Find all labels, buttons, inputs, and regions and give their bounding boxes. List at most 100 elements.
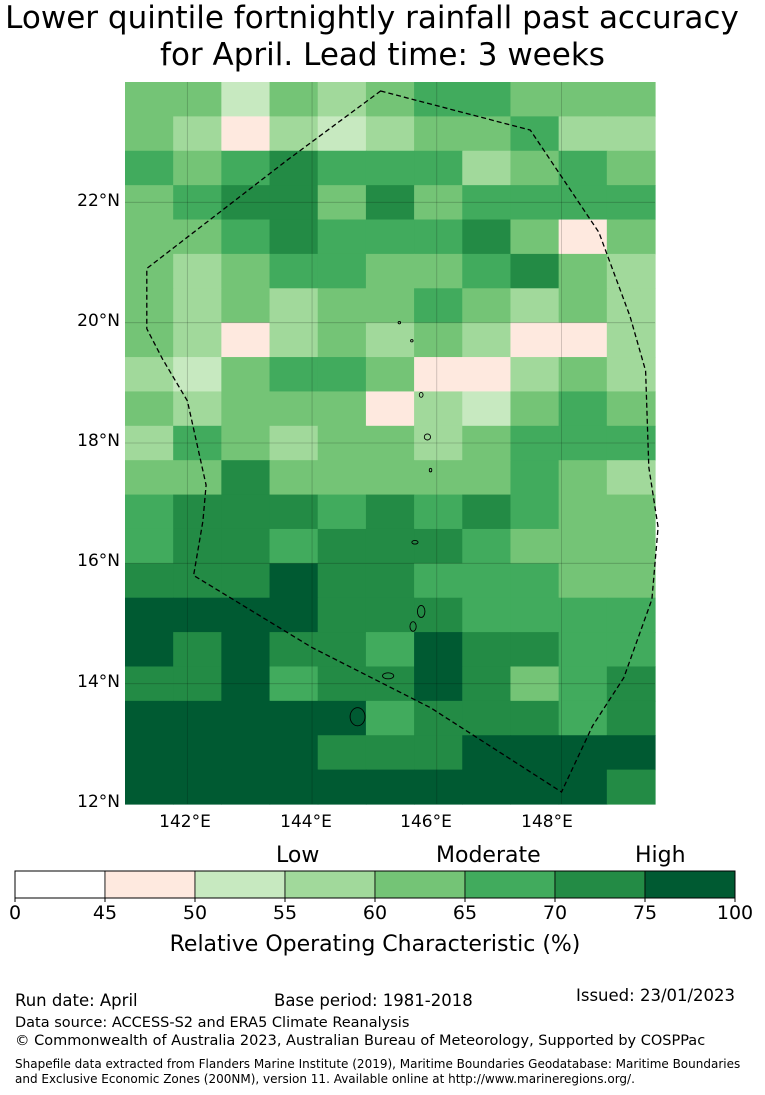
roc-cell [462, 288, 512, 324]
roc-cell [462, 425, 512, 461]
issued-date: Issued: 23/01/2023 [576, 986, 736, 1005]
roc-cell [173, 700, 222, 736]
roc-cell [317, 494, 367, 530]
colorbar-tick-label: 0 [8, 902, 22, 924]
roc-cell [414, 632, 463, 668]
roc-cell [462, 391, 512, 427]
roc-cell [365, 219, 415, 255]
colorbar-tick-label: 50 [182, 902, 208, 924]
roc-cell [365, 735, 415, 771]
lon-tick-label: 142°E [159, 812, 211, 832]
roc-cell [558, 735, 608, 771]
roc-cell [365, 357, 415, 393]
category-moderate: Moderate [436, 843, 541, 868]
roc-cell [221, 597, 271, 633]
roc-cell [414, 219, 463, 255]
roc-cell [221, 632, 271, 668]
roc-cell [221, 735, 271, 771]
roc-cell [510, 597, 560, 633]
lon-tick-label: 144°E [280, 812, 332, 832]
colorbar-segment [644, 870, 736, 899]
roc-cell [173, 219, 222, 255]
copyright: © Commonwealth of Australia 2023, Austra… [15, 1033, 706, 1049]
roc-cell [414, 563, 463, 599]
roc-cell [365, 116, 415, 152]
colorbar-tick-label: 55 [272, 902, 298, 924]
roc-cell [317, 150, 367, 186]
roc-cell [173, 116, 222, 152]
roc-cell [606, 632, 656, 668]
roc-cell [125, 185, 174, 221]
roc-cell [173, 494, 222, 530]
roc-cell [462, 460, 512, 496]
roc-cell [125, 253, 174, 289]
roc-cell [558, 769, 608, 805]
roc-cell [173, 425, 222, 461]
roc-cell [317, 391, 367, 427]
roc-cell [462, 357, 512, 393]
roc-cell [317, 425, 367, 461]
lon-tick-label: 146°E [400, 812, 452, 832]
island-outline [416, 605, 426, 618]
roc-cell [365, 528, 415, 564]
roc-cell [317, 528, 367, 564]
roc-cell [365, 769, 415, 805]
roc-cell [125, 632, 174, 668]
roc-cell [414, 528, 463, 564]
roc-cell [414, 185, 463, 221]
roc-cell [125, 563, 174, 599]
roc-cell [558, 150, 608, 186]
roc-cell [221, 425, 271, 461]
roc-cell [606, 597, 656, 633]
roc-cell [462, 769, 512, 805]
roc-cell [269, 322, 319, 358]
roc-cell [221, 357, 271, 393]
category-high: High [635, 843, 686, 868]
colorbar-segment [554, 870, 646, 899]
roc-cell [317, 219, 367, 255]
lat-tick-label: 20°N [77, 311, 120, 331]
roc-cell [365, 185, 415, 221]
roc-cell [173, 253, 222, 289]
roc-cell [606, 288, 656, 324]
roc-cell [558, 219, 608, 255]
roc-cell [365, 597, 415, 633]
island-outline [423, 433, 431, 441]
roc-cell [221, 563, 271, 599]
roc-cell [462, 494, 512, 530]
roc-cell [462, 253, 512, 289]
roc-cell [365, 288, 415, 324]
roc-cell [125, 494, 174, 530]
roc-cell [221, 666, 271, 702]
roc-cell [125, 597, 174, 633]
roc-cell [125, 769, 174, 805]
roc-cell [317, 185, 367, 221]
roc-cell [317, 632, 367, 668]
roc-cell [510, 563, 560, 599]
roc-cell [365, 253, 415, 289]
roc-cell [414, 460, 463, 496]
island-outline [382, 672, 395, 680]
title-line-1: Lower quintile fortnightly rainfall past… [5, 0, 739, 36]
roc-cell [269, 735, 319, 771]
roc-cell [462, 116, 512, 152]
roc-cell [510, 288, 560, 324]
roc-cell [558, 700, 608, 736]
roc-cell [269, 253, 319, 289]
roc-cell [125, 150, 174, 186]
roc-cell [510, 494, 560, 530]
colorbar-tick-label: 70 [542, 902, 568, 924]
roc-cell [510, 528, 560, 564]
eez-boundary-line [146, 90, 659, 793]
roc-cell [414, 253, 463, 289]
roc-cell [462, 666, 512, 702]
roc-cell [269, 185, 319, 221]
roc-cell [510, 253, 560, 289]
roc-cell [317, 700, 367, 736]
roc-cell [221, 700, 271, 736]
roc-cell [173, 150, 222, 186]
roc-cell [221, 460, 271, 496]
island-outline [428, 467, 433, 473]
roc-cell [462, 735, 512, 771]
